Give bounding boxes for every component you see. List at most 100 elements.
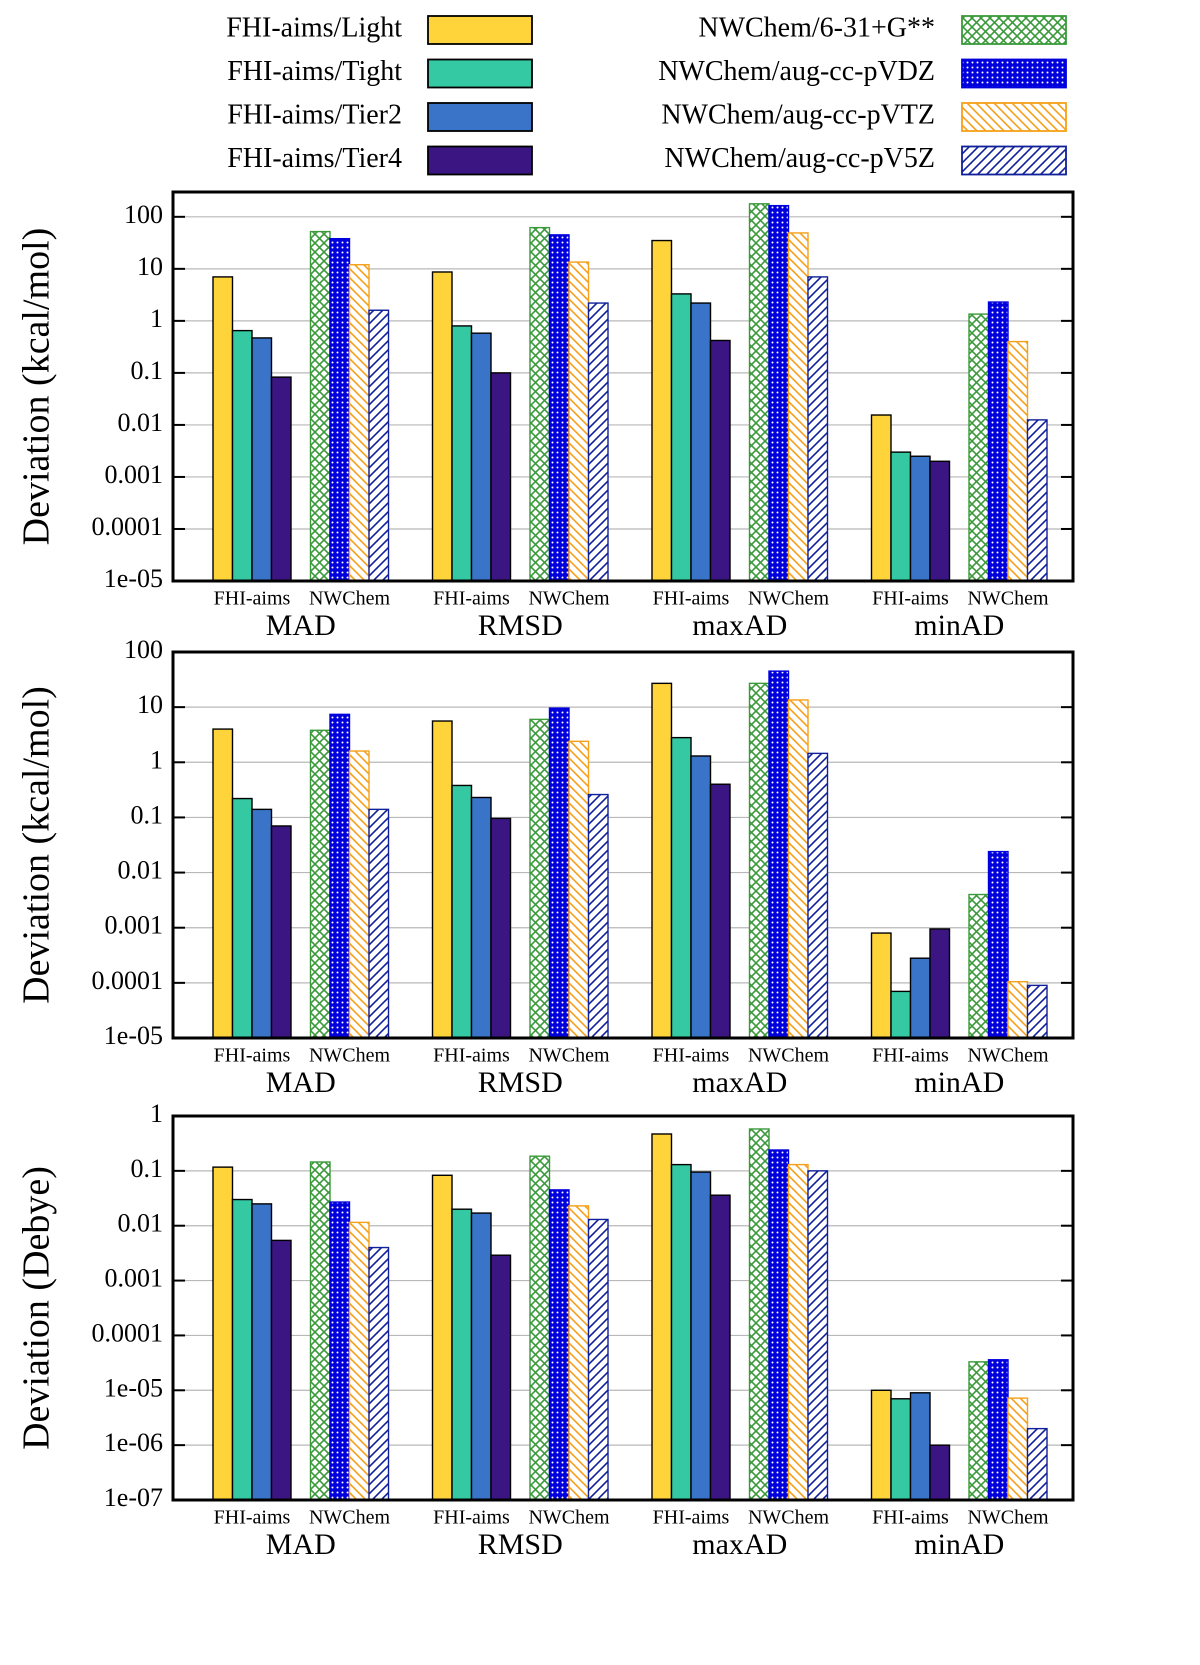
y-tick-label: 0.001	[105, 460, 164, 489]
plot-frame	[171, 190, 1075, 583]
category-label: MAD	[266, 1528, 336, 1561]
bar	[690, 755, 712, 1039]
bar	[451, 325, 473, 582]
bar	[690, 302, 712, 582]
group-label: NWChem	[967, 1045, 1049, 1067]
bar	[807, 752, 829, 1039]
legend-label: NWChem/6-31+G**	[698, 12, 935, 43]
group-label: FHI-aims	[214, 1045, 291, 1067]
bar	[709, 339, 731, 582]
group-label: NWChem	[967, 588, 1049, 610]
category-label: RMSD	[478, 1528, 563, 1561]
bar	[548, 234, 570, 582]
category-label: RMSD	[478, 1066, 563, 1099]
category-label: maxAD	[692, 609, 787, 642]
group-label: NWChem	[309, 1507, 391, 1529]
bar	[807, 1170, 829, 1501]
bar	[368, 808, 390, 1039]
bar	[329, 1201, 351, 1501]
category-label: MAD	[266, 609, 336, 642]
bar	[968, 1361, 990, 1501]
bar	[768, 670, 790, 1039]
bar	[807, 276, 829, 582]
bar	[368, 309, 390, 582]
category-label: MAD	[266, 1066, 336, 1099]
plot-frame	[171, 1114, 1075, 1502]
legend-swatch	[961, 15, 1067, 45]
bar	[670, 736, 692, 1039]
bar	[309, 230, 331, 582]
y-axis-label: Deviation (Debye)	[16, 1166, 58, 1450]
bar	[568, 261, 590, 582]
bar	[212, 728, 234, 1039]
bar	[348, 264, 370, 582]
bar	[968, 313, 990, 582]
bar	[309, 1161, 331, 1501]
category-label: maxAD	[692, 1528, 787, 1561]
y-tick-label: 0.01	[118, 856, 164, 885]
group-label: NWChem	[528, 1507, 610, 1529]
bar	[348, 1221, 370, 1501]
bar	[929, 928, 951, 1039]
bar	[231, 329, 253, 582]
bar	[651, 1133, 673, 1501]
bar	[451, 784, 473, 1039]
bar	[431, 271, 453, 582]
bar	[748, 203, 770, 582]
bar	[787, 699, 809, 1039]
legend-label: NWChem/aug-cc-pVTZ	[661, 99, 935, 130]
category-label: minAD	[914, 609, 1004, 642]
group-label: FHI-aims	[872, 588, 949, 610]
legend-label: FHI-aims/Tier4	[227, 143, 402, 174]
legend-label: FHI-aims/Light	[226, 12, 402, 43]
legend-swatch	[961, 145, 1067, 176]
bar	[231, 1198, 253, 1501]
group-label: FHI-aims	[433, 588, 510, 610]
bar	[587, 1218, 609, 1501]
bar	[768, 204, 790, 582]
y-tick-label: 1e-05	[104, 564, 163, 593]
bar	[368, 1246, 390, 1501]
legend-swatch	[961, 58, 1067, 89]
bar	[1026, 984, 1048, 1039]
y-tick-label: 1e-05	[104, 1021, 163, 1050]
y-axis-label: Deviation (kcal/mol)	[16, 228, 58, 546]
bar	[787, 1163, 809, 1501]
bar	[568, 1205, 590, 1501]
bar	[231, 797, 253, 1039]
bar	[251, 808, 273, 1039]
y-tick-label: 0.1	[131, 800, 164, 829]
bar	[987, 1359, 1009, 1501]
bar	[470, 332, 492, 582]
y-tick-label: 0.1	[131, 356, 164, 385]
group-label: NWChem	[528, 588, 610, 610]
bar	[1007, 1397, 1029, 1501]
bar	[890, 1398, 912, 1501]
bar	[431, 1174, 453, 1501]
bar	[987, 850, 1009, 1039]
y-tick-label: 100	[124, 200, 163, 229]
y-tick-label: 1e-05	[104, 1373, 163, 1402]
bar	[1026, 419, 1048, 582]
group-label: NWChem	[309, 588, 391, 610]
bar	[787, 232, 809, 582]
bar	[651, 682, 673, 1039]
group-label: FHI-aims	[872, 1045, 949, 1067]
category-label: RMSD	[478, 609, 563, 642]
group-label: FHI-aims	[872, 1507, 949, 1529]
bar	[270, 825, 292, 1039]
bar	[529, 718, 551, 1039]
bar	[329, 237, 351, 582]
bar	[909, 957, 931, 1039]
group-label: FHI-aims	[653, 1507, 730, 1529]
group-label: FHI-aims	[214, 588, 291, 610]
legend-label: FHI-aims/Tight	[227, 56, 402, 87]
bar	[431, 720, 453, 1039]
legend-swatch	[427, 15, 533, 45]
group-label: NWChem	[748, 1045, 830, 1067]
bar	[709, 783, 731, 1039]
y-tick-label: 1e-07	[104, 1483, 163, 1512]
bar	[251, 1203, 273, 1501]
bar	[348, 750, 370, 1039]
bar	[690, 1171, 712, 1501]
